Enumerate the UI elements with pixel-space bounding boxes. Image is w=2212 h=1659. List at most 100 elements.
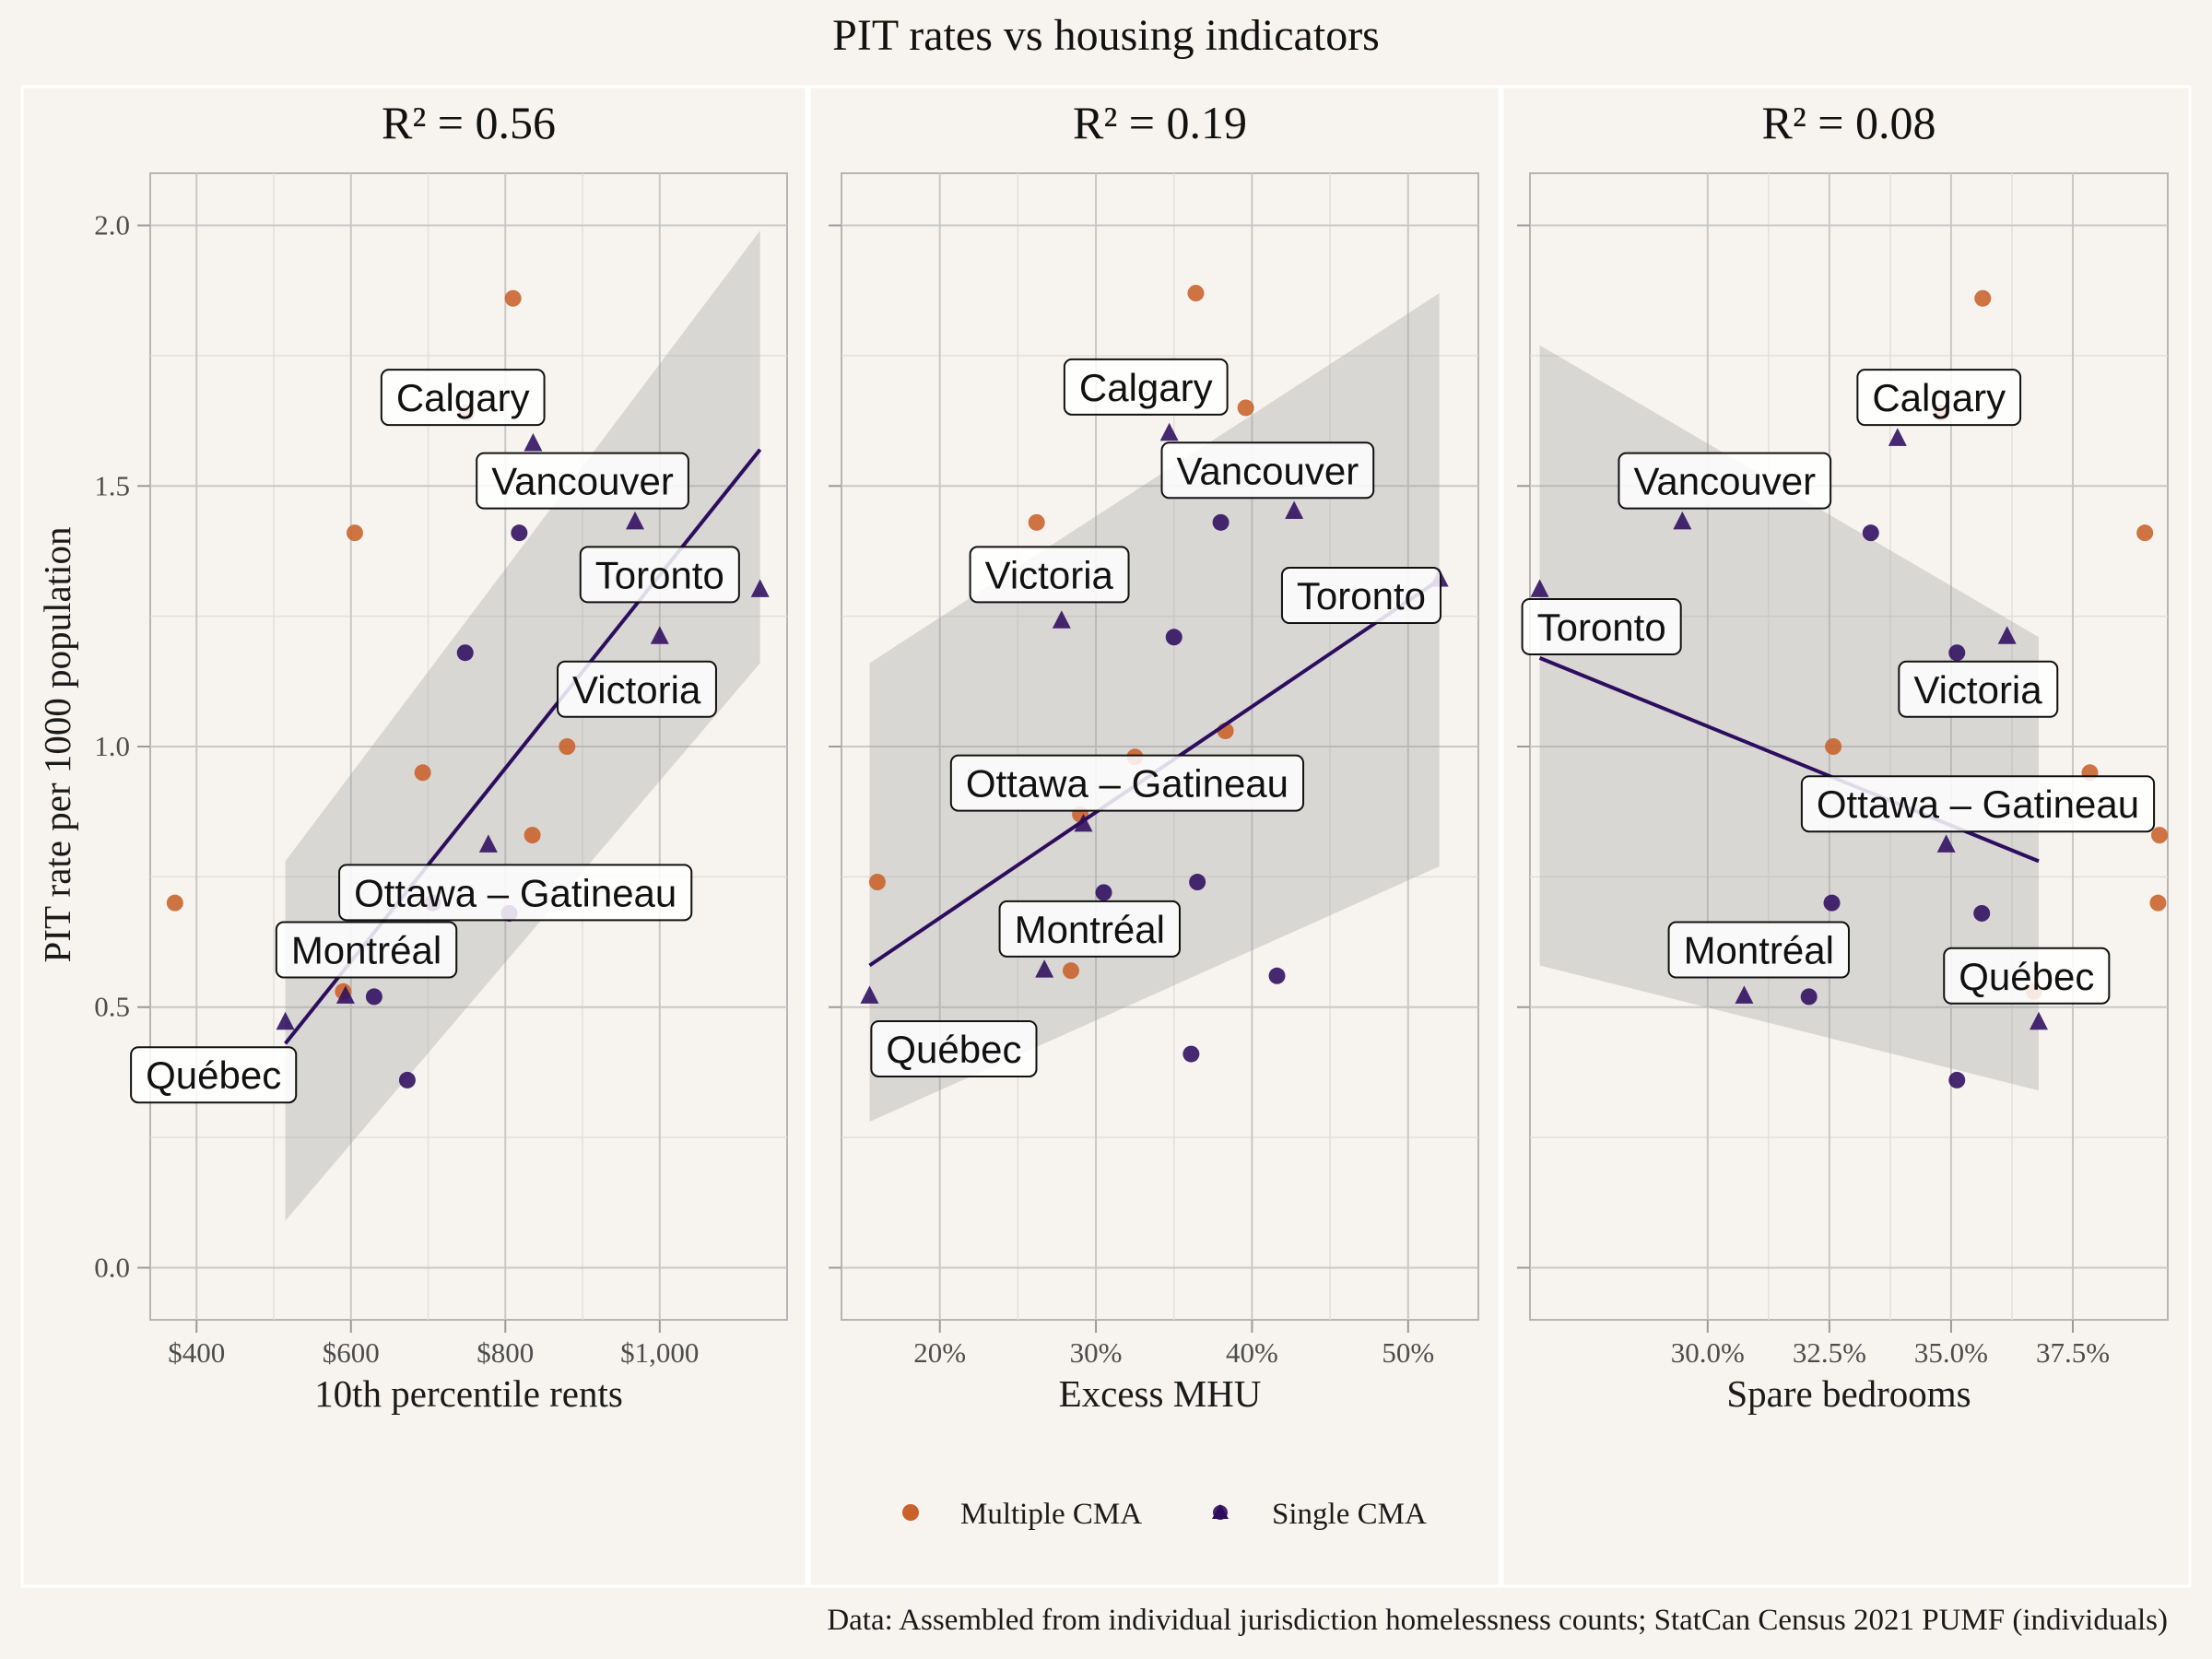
data-point-triangle <box>1936 834 1956 853</box>
city-label: Toronto <box>579 546 740 604</box>
city-label-text: Victoria <box>572 668 701 712</box>
data-point-circle <box>2136 524 2154 542</box>
x-tick-label: 20% <box>913 1336 966 1369</box>
data-point-circle <box>166 894 183 912</box>
city-label: Québec <box>1943 947 2111 1005</box>
city-label-text: Ottawa – Gatineau <box>1817 782 2139 826</box>
data-point-circle <box>1237 399 1254 417</box>
x-tick-label: $800 <box>477 1336 534 1369</box>
data-point-triangle <box>276 1011 295 1030</box>
city-label-box <box>870 1019 1038 1077</box>
city-label: Montréal <box>998 900 1181 958</box>
city-label-box <box>998 900 1181 958</box>
data-point-circle <box>1212 513 1230 531</box>
city-label-text: Calgary <box>396 376 530 419</box>
y-tick-label: 1.5 <box>94 469 130 501</box>
data-point-triangle <box>1159 422 1179 441</box>
data-point-triangle <box>750 579 770 597</box>
data-point-circle <box>868 874 886 891</box>
city-label: Victoria <box>557 660 717 718</box>
x-tick-label: 35.0% <box>1914 1336 1988 1369</box>
x-axis-title: Spare bedrooms <box>1726 1372 1971 1415</box>
city-label-box <box>380 369 546 427</box>
facet-panels: R² = 0.56 0.0 0.5 1.0 1.5 2.0 $400 $600 $800 $1,0… <box>20 85 2192 1588</box>
city-label-box <box>275 921 458 979</box>
city-label-text: Vancouver <box>491 460 674 503</box>
city-label-box <box>1280 567 1442 625</box>
city-label-text: Calgary <box>1079 366 1213 409</box>
city-label-box <box>1943 947 2111 1005</box>
city-label-text: Ottawa – Gatineau <box>966 762 1288 806</box>
city-label-box <box>476 452 689 510</box>
x-tick-label: $600 <box>323 1336 380 1369</box>
data-point-triangle <box>478 834 498 853</box>
data-point-triangle <box>1735 985 1754 1004</box>
city-label: Montréal <box>275 921 458 979</box>
data-point-circle <box>1187 285 1205 302</box>
y-tick-label: 2.0 <box>94 209 130 241</box>
y-axis-title: PIT rate per 1000 population <box>36 527 78 963</box>
data-point-circle <box>1095 884 1112 901</box>
city-label: Toronto <box>1521 597 1682 655</box>
data-point-circle <box>398 1071 416 1088</box>
legend-label: Single CMA <box>1272 1498 1427 1531</box>
city-label: Toronto <box>1280 567 1442 625</box>
city-label: Calgary <box>1063 358 1229 416</box>
x-tick-label: 37.5% <box>2036 1336 2110 1369</box>
city-label: Vancouver <box>476 452 689 510</box>
city-label-box <box>1667 921 1850 979</box>
data-point-triangle <box>650 626 669 644</box>
data-point-circle <box>1800 988 1818 1006</box>
data-point-circle <box>559 738 576 755</box>
data-point-circle <box>1948 1071 1966 1088</box>
facet-title: R² = 0.08 <box>1761 97 1936 148</box>
data-point-triangle <box>2030 1011 2049 1030</box>
facet-panel-3: R² = 0.08 30.0% 32.5% 35.0% 37.5% Spare bedro… <box>1500 85 2192 1588</box>
city-label-text: Vancouver <box>1633 460 1816 503</box>
circle-icon <box>902 1504 919 1521</box>
data-point-circle <box>365 988 382 1006</box>
legend-item-multiple: Multiple CMA <box>902 1498 1142 1531</box>
facet-panel-2: R² = 0.19 20% 30% 40% 50% Excess MHU Calgary Va… <box>807 85 1501 1588</box>
data-point-circle <box>1825 738 1842 755</box>
city-label-text: Calgary <box>1872 376 2006 419</box>
data-point-circle <box>1974 289 1992 307</box>
data-point-triangle <box>1035 959 1054 978</box>
city-label-text: Toronto <box>595 553 724 596</box>
city-label: Ottawa – Gatineau <box>949 754 1305 812</box>
city-label-box <box>1800 775 2156 833</box>
city-label-box <box>969 546 1130 604</box>
data-point-circle <box>1182 1045 1200 1063</box>
city-label-box <box>1521 597 1682 655</box>
city-label-box <box>579 546 740 604</box>
x-tick-label: 50% <box>1382 1336 1434 1369</box>
x-axis-title: Excess MHU <box>1059 1372 1262 1415</box>
data-point-circle <box>504 289 522 307</box>
data-point-triangle <box>1673 511 1692 530</box>
data-point-circle <box>511 524 528 542</box>
city-label-box <box>1898 660 2059 718</box>
data-point-triangle <box>335 985 355 1004</box>
x-tick-label: $1,000 <box>620 1336 699 1369</box>
data-point-triangle <box>1997 626 2017 644</box>
city-label: Québec <box>130 1046 298 1104</box>
y-tick-label: 0.0 <box>94 1251 130 1283</box>
data-point-triangle <box>1888 428 1907 446</box>
data-point-triangle <box>1052 610 1071 629</box>
data-point-triangle <box>860 985 879 1004</box>
city-label: Victoria <box>969 546 1130 604</box>
data-point-circle <box>346 524 363 542</box>
city-label-text: Québec <box>1959 955 2094 998</box>
city-label-box <box>130 1046 298 1104</box>
city-label-box <box>338 864 693 922</box>
city-label-text: Toronto <box>1537 606 1666 649</box>
data-point-triangle <box>524 433 543 452</box>
data-point-circle <box>414 764 431 782</box>
city-label: Montréal <box>1667 921 1850 979</box>
city-label-text: Ottawa – Gatineau <box>354 871 677 914</box>
data-point-circle <box>2151 827 2169 844</box>
data-point-triangle <box>1530 579 1549 597</box>
data-point-circle <box>1189 874 1206 891</box>
city-label-box <box>1618 452 1832 510</box>
